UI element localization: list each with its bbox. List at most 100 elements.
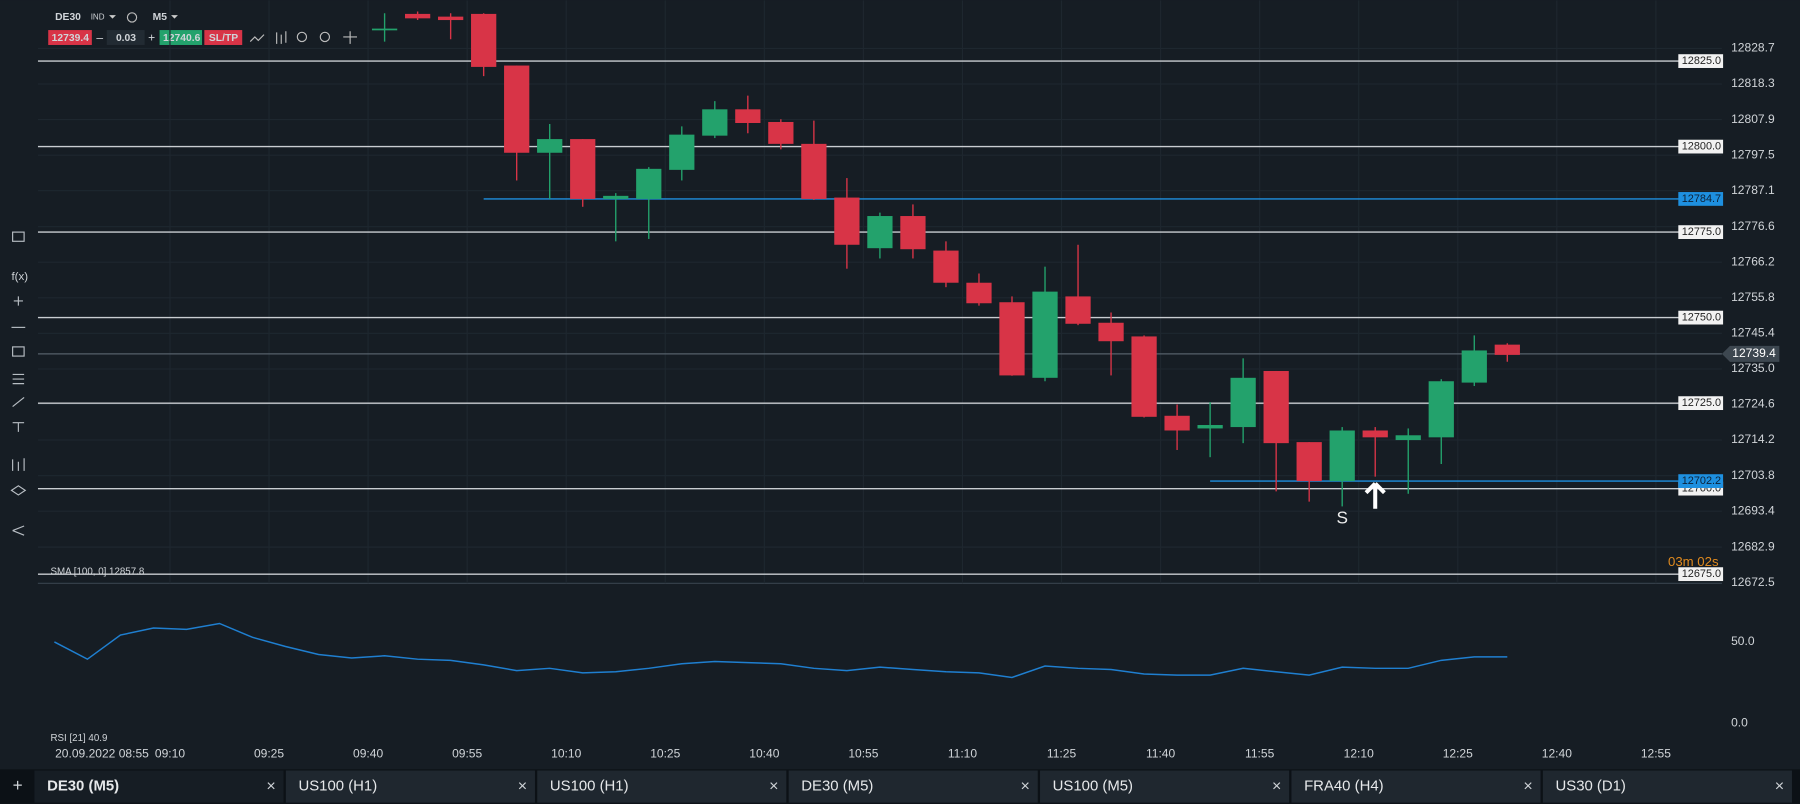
level-tag — [1678, 310, 1724, 325]
tab[interactable] — [537, 770, 787, 803]
tab[interactable] — [1291, 770, 1541, 803]
candle-body — [669, 134, 695, 170]
tab-label[interactable]: US30 (D1) — [1555, 778, 1625, 795]
sell-button[interactable] — [48, 30, 92, 45]
y-tick-label: 12682.9 — [1731, 539, 1775, 553]
kind: IND — [91, 13, 105, 22]
y-tick-label: 12766.2 — [1731, 254, 1775, 268]
rsi-pane — [54, 622, 1508, 679]
tab[interactable] — [1040, 770, 1290, 803]
tab[interactable] — [34, 770, 284, 803]
x-tick-label: 12:55 — [1641, 747, 1671, 761]
tab-close[interactable]: × — [769, 777, 778, 795]
level-label: 12825.0 — [1682, 55, 1721, 67]
tab-label[interactable]: US100 (M5) — [1053, 778, 1133, 795]
candle-body — [1428, 381, 1454, 438]
order-label: 12784.7 — [1682, 193, 1721, 205]
candle-body — [1494, 344, 1520, 355]
info-icon[interactable] — [126, 12, 138, 23]
x-tick-label: 12:10 — [1344, 747, 1374, 761]
zoom-in[interactable] — [319, 31, 331, 43]
candle-body — [504, 65, 530, 153]
y-tick-label: 12693.4 — [1731, 503, 1775, 517]
y-tick-label: 12735.0 — [1731, 361, 1775, 375]
minus[interactable]: – — [96, 30, 103, 44]
level-tag — [1678, 396, 1724, 411]
candle-body — [768, 121, 794, 144]
new-tab[interactable]: + — [13, 775, 23, 795]
tab-close[interactable]: × — [1775, 777, 1784, 795]
candle-body — [537, 139, 563, 153]
sltp[interactable]: SL/TP — [209, 33, 238, 44]
rsi-tick-label: 0.0 — [1731, 716, 1748, 730]
tab-label[interactable]: FRA40 (H4) — [1304, 778, 1384, 795]
level-label: 12775.0 — [1682, 226, 1721, 238]
tool-icon[interactable] — [12, 373, 25, 385]
candle-body — [1032, 291, 1058, 378]
y-tick-label: 12703.8 — [1731, 468, 1775, 482]
candle-body — [834, 197, 860, 245]
candle-body — [1098, 322, 1124, 342]
tool-icon[interactable] — [12, 396, 25, 408]
x-tick-label: 09:10 — [155, 747, 185, 761]
buy-price[interactable]: 12740.6 — [163, 33, 201, 44]
tab[interactable] — [285, 770, 535, 803]
tab-close[interactable]: × — [266, 777, 275, 795]
level-tag — [1678, 567, 1724, 582]
plus[interactable]: + — [148, 30, 155, 44]
tab[interactable] — [1542, 770, 1792, 803]
tab-label[interactable]: US100 (H1) — [550, 778, 629, 795]
candle-body — [636, 168, 662, 199]
candle-body — [933, 250, 959, 283]
tab-close[interactable]: × — [1272, 777, 1281, 795]
y-tick-label: 12776.6 — [1731, 219, 1775, 233]
last-price-tag — [1721, 345, 1780, 362]
timeframe[interactable]: M5 — [153, 12, 168, 23]
x-tick-label: 12:25 — [1443, 747, 1473, 761]
x-start-label: 20.09.2022 08:55 — [55, 747, 149, 761]
symbol[interactable]: DE30 — [55, 12, 81, 23]
tool-icon[interactable] — [10, 485, 27, 496]
candle-body — [1362, 430, 1388, 438]
y-tick-label: 12745.4 — [1731, 326, 1775, 340]
fx-tool[interactable]: f(x) — [11, 271, 28, 283]
tab[interactable] — [788, 770, 1038, 803]
candle-body — [735, 109, 761, 124]
candle-body — [1461, 350, 1487, 383]
tool-icon[interactable] — [12, 525, 25, 536]
tool-icon[interactable] — [12, 231, 25, 242]
candle-body — [1230, 377, 1256, 428]
dropdown[interactable] — [109, 15, 116, 19]
dropdown[interactable] — [171, 15, 178, 19]
tab-label[interactable]: DE30 (M5) — [801, 778, 873, 795]
rsi-line — [54, 622, 1508, 679]
rsi-label: RSI [21] 40.9 — [51, 733, 108, 744]
tab-close[interactable]: × — [1021, 777, 1030, 795]
sell-price[interactable]: 12739.4 — [52, 33, 90, 44]
level-tag — [1678, 225, 1724, 239]
tool-icon[interactable] — [13, 296, 23, 306]
x-tick-label: 10:10 — [551, 747, 581, 761]
tool-icon[interactable] — [12, 458, 25, 471]
x-tick-label: 11:40 — [1146, 747, 1176, 761]
line-icon[interactable] — [249, 34, 265, 42]
candle-icon[interactable] — [276, 31, 287, 44]
level-label: 12800.0 — [1682, 140, 1721, 152]
sltp-button[interactable] — [204, 30, 243, 45]
volume[interactable]: 0.03 — [116, 33, 136, 44]
y-tick-label: 12724.6 — [1731, 397, 1775, 411]
volume-box[interactable] — [106, 30, 145, 45]
order-tag — [1678, 192, 1724, 206]
zoom-out[interactable] — [296, 31, 308, 43]
candle-body — [801, 143, 827, 199]
tab-close[interactable]: × — [1523, 777, 1532, 795]
order-tag — [1678, 474, 1724, 488]
tab-label[interactable]: DE30 (M5) — [47, 778, 119, 795]
tab-close[interactable]: × — [518, 777, 527, 795]
candle-body — [1329, 430, 1355, 482]
crosshair[interactable] — [343, 31, 358, 44]
tab-label[interactable]: US100 (H1) — [298, 778, 377, 795]
tool-icon[interactable] — [12, 422, 25, 432]
tool-icon[interactable] — [12, 346, 25, 357]
